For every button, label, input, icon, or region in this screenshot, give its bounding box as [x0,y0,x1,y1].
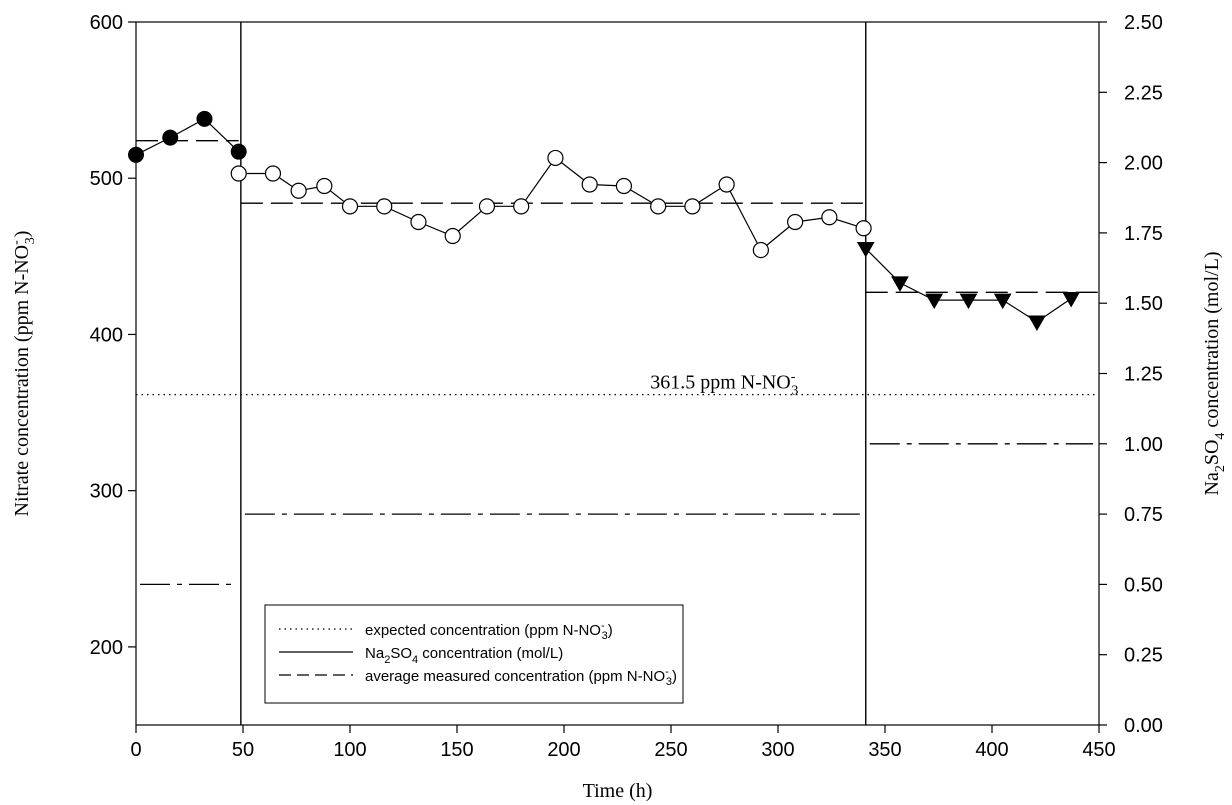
legend-label-sub: 3 [602,630,608,642]
expected-concentration-annotation: 361.5 ppm N-NO-3 [650,370,798,399]
x-tick-label: 250 [654,739,687,761]
data-point-open-circle [787,213,804,231]
data-point-open-circle [410,213,427,231]
y-right-tick-label: 1.00 [1124,434,1163,456]
legend-label-sub1: 2 [384,654,390,666]
series-line-0 [135,118,240,156]
y-right-title-so: SO [1201,440,1223,466]
legend-label-tail: ) [608,622,613,639]
y-right-tick-label: 0.25 [1124,645,1163,667]
data-point-open-circle [316,177,333,195]
y-right-tick-label: 0.50 [1124,574,1163,596]
x-axis-title: Time (h) [583,780,653,802]
legend-label-0: expected concentration (ppm N-NO-3) [365,620,613,642]
y-right-title-sub2: 4 [1213,433,1228,440]
data-point-filled-triangle [1028,315,1046,331]
data-point-open-circle [547,149,564,167]
data-point-open-circle [376,198,393,215]
y-right-tick-label: 0.75 [1124,504,1163,526]
x-tick-label: 200 [547,739,580,761]
legend-label-text: expected concentration (ppm N-NO [365,622,601,639]
y-left-tick-label: 300 [90,481,123,503]
y-right-tick-label: 2.50 [1124,12,1163,34]
y-right-title-tail: concentration (mol/L) [1201,252,1223,433]
series-line-1 [238,157,864,252]
data-point-filled-triangle [856,242,875,258]
y-right-tick-label: 1.50 [1124,293,1163,315]
data-point-open-circle [615,177,633,195]
data-point-filled-triangle [993,293,1012,310]
y-left-tick-label: 400 [90,324,123,346]
y-right-tick-label: 1.75 [1124,223,1163,245]
y-left-title-sup: - [9,240,24,245]
annotation-sub: 3 [791,384,798,399]
legend-label-text: average measured concentration (ppm N-NO [365,668,665,685]
data-point-open-circle [855,220,872,237]
data-point-filled-circle [230,143,247,160]
y-left-title-tail: ) [11,231,33,238]
data-point-open-circle [718,176,735,193]
legend-label-sup: - [665,666,669,678]
legend-label-sup: - [601,620,605,632]
data-point-open-circle [581,176,598,193]
data-point-open-circle [684,198,701,215]
x-tick-label: 400 [975,739,1008,761]
data-point-open-circle [650,198,667,215]
data-point-filled-circle [196,110,213,127]
data-point-open-circle [290,182,307,199]
data-point-filled-triangle [891,276,909,292]
x-tick-label: 50 [232,739,254,761]
legend-label-2: average measured concentration (ppm N-NO… [365,666,677,688]
x-tick-label: 300 [761,739,794,761]
x-tick-label: 0 [130,739,141,761]
x-tick-label: 150 [440,739,473,761]
y-right-tick-label: 0.00 [1124,715,1163,737]
data-point-open-circle [444,227,461,245]
legend-label-sub: 3 [666,676,672,688]
y-right-tick-label: 2.00 [1124,153,1163,175]
x-tick-label: 100 [333,739,366,761]
annotation-text: 361.5 ppm N-NO [650,372,791,394]
legend-label-sub2: 4 [412,654,418,666]
data-point-filled-triangle [925,293,944,310]
data-point-open-circle [752,241,769,259]
legend-label-1: Na2SO4 concentration (mol/L) [365,645,563,666]
legend-label-tail: ) [672,668,677,685]
data-point-open-circle [264,165,282,182]
data-point-open-circle [478,198,496,215]
data-point-filled-triangle [1062,292,1081,308]
legend-label-tail: concentration (mol/L) [418,645,563,662]
y-right-tick-label: 2.25 [1124,82,1163,104]
y-left-tick-label: 500 [90,168,123,190]
legend-label-so: SO [390,645,412,662]
x-tick-label: 450 [1082,739,1115,761]
x-tick-label: 350 [868,739,901,761]
y-right-axis-title: Na2SO4 concentration (mol/L) [1201,252,1228,496]
y-right-tick-label: 1.25 [1124,364,1163,386]
data-point-filled-circle [162,129,179,146]
y-left-axis-title: Nitrate concentration (ppm N-NO-3) [9,231,38,517]
data-point-open-circle [513,198,530,215]
legend-box [264,604,684,704]
y-left-title-text: Nitrate concentration (ppm N-NO [11,245,33,517]
y-left-title-sub: 3 [23,237,38,244]
data-point-open-circle [230,165,247,182]
y-left-tick-label: 200 [90,637,123,659]
annotation-sup: - [791,370,796,385]
data-point-filled-triangle [959,293,978,310]
y-right-title-sub1: 2 [1213,465,1228,472]
legend-label-na: Na [365,645,385,662]
data-point-open-circle [341,198,359,215]
data-point-open-circle [821,209,838,226]
y-right-title-na: Na [1201,472,1223,495]
y-left-tick-label: 600 [90,12,123,34]
